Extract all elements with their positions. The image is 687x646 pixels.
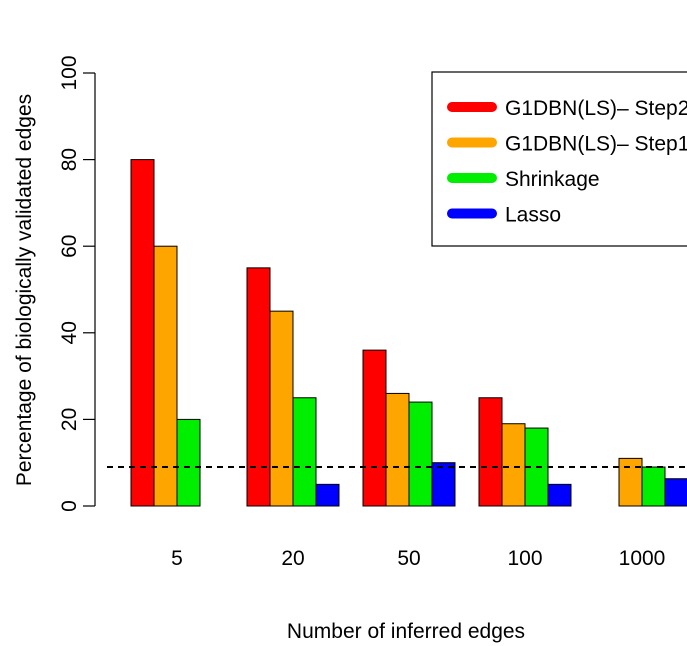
bar-g1dbn-ls-step1-1000 [618, 457, 643, 507]
legend-label: G1DBN(LS)– Step1 [505, 133, 687, 156]
y-tick-label: 80 [58, 148, 81, 171]
bar-g1dbn-ls-step1-100 [501, 423, 526, 507]
x-tick-label: 50 [397, 547, 420, 570]
bar-lasso-1000 [664, 478, 687, 507]
legend-label: Shrinkage [505, 168, 600, 191]
x-tick-label: 1000 [619, 547, 666, 570]
legend-label: Lasso [505, 204, 561, 227]
bar-shrinkage-50 [408, 401, 433, 507]
bar-g1dbn-ls-step1-50 [385, 392, 410, 507]
bar-lasso-50 [431, 462, 456, 507]
x-axis-label: Number of inferred edges [287, 620, 525, 643]
y-tick-label: 20 [58, 408, 81, 431]
y-tick-label: 100 [58, 55, 81, 90]
bar-g1dbn-ls-step1-20 [269, 310, 294, 507]
bar-shrinkage-20 [292, 397, 317, 507]
bar-g1dbn-ls-step2-5 [130, 159, 155, 507]
bar-lasso-100 [547, 483, 572, 507]
y-axis-label: Percentage of biologically validated edg… [13, 94, 36, 486]
y-axis: 0 20 40 60 80 100 [58, 55, 96, 512]
y-tick-label: 0 [58, 500, 81, 512]
bar-lasso-20 [315, 483, 340, 507]
y-tick-label: 60 [58, 235, 81, 258]
legend-label: G1DBN(LS)– Step2 [505, 97, 687, 120]
bar-g1dbn-ls-step2-20 [246, 267, 271, 507]
bar-g1dbn-ls-step2-50 [362, 349, 387, 507]
bar-g1dbn-ls-step2-100 [478, 397, 503, 507]
y-tick-label: 40 [58, 321, 81, 344]
legend: G1DBN(LS)– Step2 G1DBN(LS)– Step1 Shrinkag… [431, 71, 687, 247]
x-tick-label: 5 [171, 547, 183, 570]
bars-group [130, 159, 687, 507]
x-tick-label: 100 [507, 547, 542, 570]
bar-g1dbn-ls-step1-5 [153, 245, 178, 507]
bar-shrinkage-5 [176, 418, 201, 507]
bar-shrinkage-1000 [641, 466, 666, 507]
x-tick-label: 20 [281, 547, 304, 570]
x-tick-labels: 5 20 50 100 1000 [171, 547, 665, 570]
